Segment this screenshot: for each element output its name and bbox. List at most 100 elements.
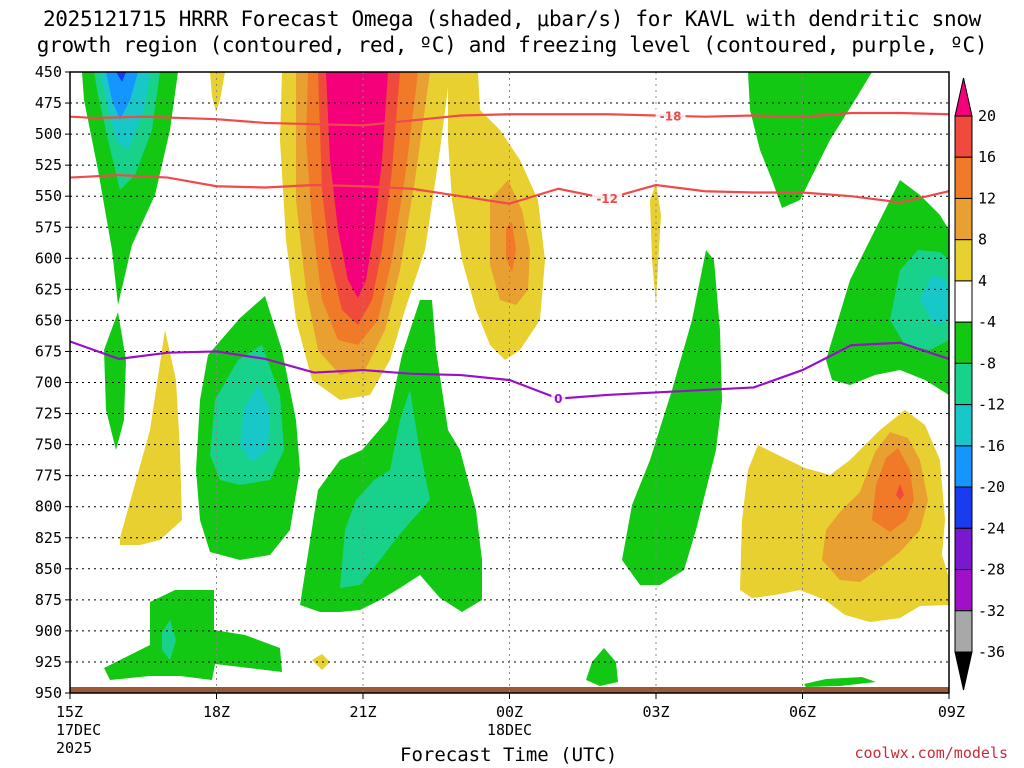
shade-green-left-strip: [104, 312, 126, 450]
chart-title: 2025121715 HRRR Forecast Omega (shaded, …: [0, 6, 1024, 58]
colorbar-bin-10: [954, 527, 973, 571]
colorbar-label-4: 4: [978, 272, 987, 290]
shade-green-upper-right: [748, 72, 872, 208]
colorbar-bin-12: [954, 610, 973, 653]
colorbar-label--24: -24: [978, 519, 1005, 537]
y-tick-label-550: 550: [35, 187, 62, 205]
shade-yellow-top-18z: [210, 72, 225, 112]
colorbar-bin-9: [954, 486, 973, 529]
colorbar-bin-4: [954, 280, 973, 323]
y-tick-label-700: 700: [35, 374, 62, 392]
dgz-minus-18-line: [69, 111, 950, 127]
contour-lines: -18 -12 0: [69, 108, 950, 406]
colorbar-label-8: 8: [978, 231, 987, 249]
shade-yellow-blob-21z: [312, 654, 330, 670]
freezing-level-label: 0: [554, 392, 562, 406]
colorbar-label-16: 16: [978, 148, 996, 166]
colorbar-label--20: -20: [978, 478, 1005, 496]
colorbar-label--8: -8: [978, 354, 996, 372]
x-tick-label-03Z: 03Z: [642, 703, 669, 721]
y-tick-label-500: 500: [35, 125, 62, 143]
freezing-level-label-bg: [551, 391, 566, 406]
colorbar-bin-5: [954, 321, 973, 364]
colorbar-label--36: -36: [978, 643, 1005, 661]
y-tick-label-525: 525: [35, 156, 62, 174]
gridlines: [70, 72, 949, 693]
shade-green-03z-band: [622, 250, 722, 585]
colorbar-label--12: -12: [978, 396, 1005, 414]
shade-yellow-sliver-03z: [650, 183, 661, 305]
x-tick-label-09Z: 09Z: [938, 703, 965, 721]
y-tick-label-950: 950: [35, 684, 62, 702]
shade-green-bottom-right: [804, 677, 876, 687]
colorbar-label--28: -28: [978, 561, 1005, 579]
colorbar-label--16: -16: [978, 437, 1005, 455]
shade-orange-lower-right: [872, 448, 914, 532]
colorbar-label--4: -4: [978, 313, 996, 331]
x-axis-title: Forecast Time (UTC): [400, 744, 618, 766]
colorbar-bottom-triangle: [954, 651, 973, 691]
shade-green-bottom-left: [104, 590, 282, 680]
y-tick-label-900: 900: [35, 622, 62, 640]
y-tick-label-625: 625: [35, 280, 62, 298]
y-tick-label-850: 850: [35, 560, 62, 578]
y-tick-label-750: 750: [35, 436, 62, 454]
y-tick-label-725: 725: [35, 405, 62, 423]
freezing-level-line: [69, 340, 950, 400]
y-tick-label-800: 800: [35, 498, 62, 516]
colorbar-bin-8: [954, 445, 973, 488]
colorbar-bin-1: [954, 156, 973, 199]
colorbar-top-triangle: [954, 77, 973, 117]
dgz-minus-12-label: -12: [596, 192, 618, 206]
shade-navy-left-column: [116, 72, 126, 82]
y-tick-label-600: 600: [35, 249, 62, 267]
y-tick-label-450: 450: [35, 63, 62, 81]
colorbar-bin-7: [954, 404, 973, 447]
dgz-minus-12-line: [69, 173, 950, 205]
y-tick-label-875: 875: [35, 591, 62, 609]
x-tick-label-21Z: 21Z: [349, 703, 376, 721]
x-tick-label-00Z: 00Z: [496, 703, 523, 721]
x-tick-date-00Z: 18DEC: [487, 721, 532, 739]
colorbar-bin-2: [954, 197, 973, 241]
y-tick-label-825: 825: [35, 529, 62, 547]
chart-title-line1: 2025121715 HRRR Forecast Omega (shaded, …: [42, 7, 982, 31]
y-tick-label-575: 575: [35, 218, 62, 236]
shade-teal-bottom-left: [162, 620, 176, 660]
shade-cyan-left-center: [240, 385, 270, 462]
colorbar-label-20: 20: [978, 107, 996, 125]
colorbar-bin-0: [954, 115, 973, 158]
y-tick-label-775: 775: [35, 467, 62, 485]
colorbar-bin-6: [954, 362, 973, 406]
shade-orange-00z: [506, 222, 516, 272]
dgz-minus-12-label-bg: [592, 191, 623, 206]
y-axis: 450 475 500 525 550 575 600 625 650 675 700 725 750 7…: [35, 63, 70, 702]
x-tick-date-15Z: 17DEC: [56, 721, 101, 739]
dgz-minus-18-label-bg: [655, 108, 686, 123]
x-tick-label-15Z: 15Z: [56, 703, 83, 721]
shade-teal-right-side: [890, 250, 949, 350]
credit-link[interactable]: coolwx.com/models: [854, 744, 1008, 762]
colorbar-label--32: -32: [978, 602, 1005, 620]
shade-teal-center-mass: [340, 390, 430, 588]
shade-magenta-center-plume: [326, 72, 388, 298]
y-tick-label-675: 675: [35, 342, 62, 360]
colorbar-label-12: 12: [978, 189, 996, 207]
y-tick-label-650: 650: [35, 311, 62, 329]
shade-green-blob-02z: [586, 648, 618, 686]
y-tick-label-475: 475: [35, 94, 62, 112]
x-tick-year-15Z: 2025: [56, 739, 92, 757]
dgz-minus-18-label: -18: [660, 109, 682, 123]
x-tick-label-18Z: 18Z: [203, 703, 230, 721]
shade-red-lower-right: [896, 484, 904, 500]
shade-blue-left-column: [106, 72, 138, 120]
y-tick-label-925: 925: [35, 653, 62, 671]
chart-title-line2: growth region (contoured, red, ºC) and f…: [36, 33, 988, 57]
colorbar: 20 16 12 8 4 -4 -8 -12 -16 -20 -24 -28 -32 -36: [954, 77, 1005, 691]
shade-cyan-right-side: [920, 275, 949, 325]
colorbar-bin-11: [954, 569, 973, 612]
colorbar-bin-3: [954, 239, 973, 282]
shade-yellow-left-sliver: [120, 330, 182, 545]
